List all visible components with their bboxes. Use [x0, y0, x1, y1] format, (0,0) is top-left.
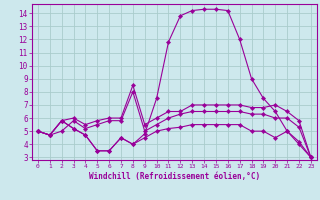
X-axis label: Windchill (Refroidissement éolien,°C): Windchill (Refroidissement éolien,°C) — [89, 172, 260, 181]
